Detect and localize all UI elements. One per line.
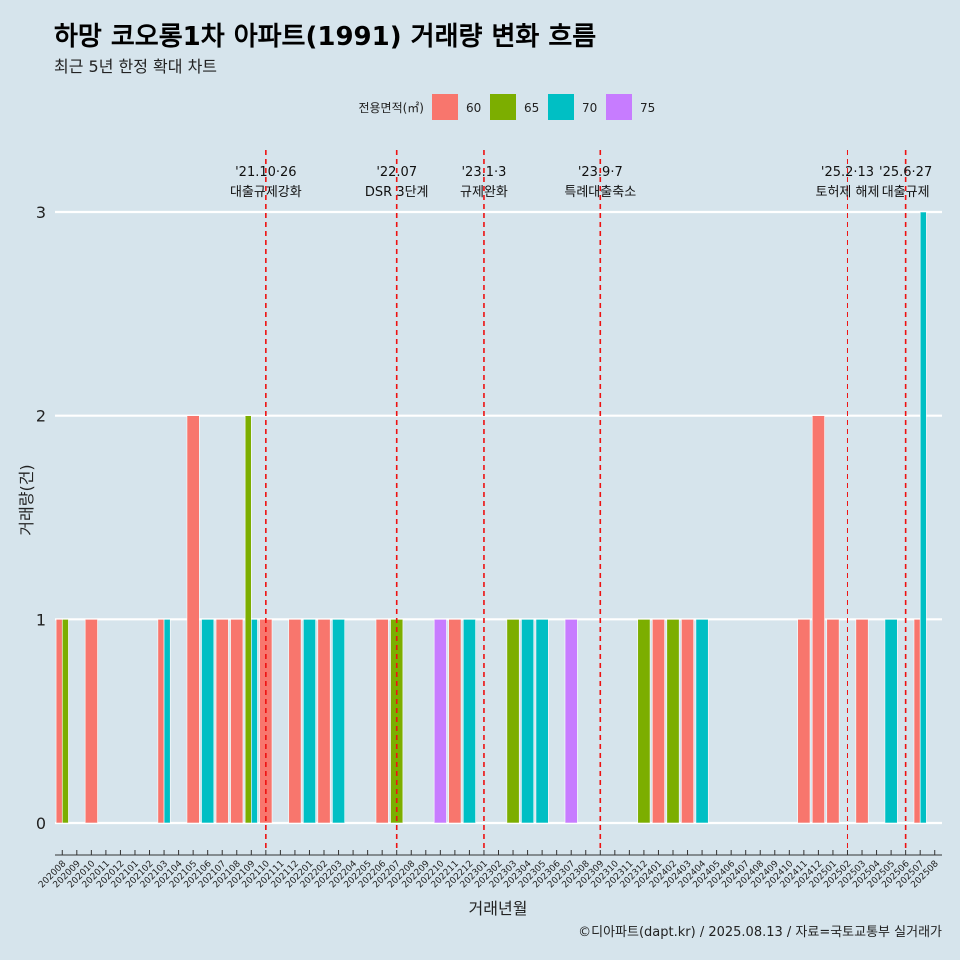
bar-70-202106 [201,619,215,824]
y-axis: 0 1 2 3 [36,203,46,833]
bar-75-202307 [564,619,578,824]
y-axis-title: 거래량(건) [17,464,36,535]
event-annotation-202506-2: 대출규제 [882,185,930,200]
event-annotation-202110-1: '21.10·26 [235,165,296,180]
source-caption: ©디아파트(dapt.kr) / 2025.08.13 / 자료=국토교통부 실… [578,925,942,940]
bar-70-202507 [919,211,927,824]
event-annotation-202502-2: 토허제 해제 [816,185,880,200]
bar-65-202008 [61,619,69,824]
y-tick-label: 0 [36,814,46,833]
y-tick-label: 3 [36,203,46,222]
legend-label-70: 70 [582,101,597,115]
bar-60-202206 [375,619,389,824]
bar-60-202108 [230,619,244,824]
x-axis-title: 거래년월 [469,899,528,918]
bar-70-202212 [462,619,476,824]
bar-70-202404 [695,619,709,824]
bar-60-202401 [651,619,665,824]
legend-swatch-75 [606,94,632,120]
chart-subtitle: 최근 5년 한정 확대 차트 [54,57,218,76]
bar-70-202304 [521,619,535,824]
x-axis: 2020082020092020102020112020122021012021… [37,850,942,890]
event-annotation-202207-2: DSR 3단계 [365,185,429,200]
event-annotation-202207-1: '22.07 [376,165,417,180]
bar-60-202107 [215,619,229,824]
bar-70-202305 [535,619,549,824]
bar-70-202201 [302,619,316,824]
y-tick-label: 2 [36,407,46,426]
legend-label-75: 75 [640,101,655,115]
bar-60-202010 [84,619,98,824]
bar-60-202501 [826,619,840,824]
legend-swatch-60 [432,94,458,120]
bar-70-202109 [251,619,258,824]
bar-70-202203 [332,619,346,824]
bar-70-202103 [163,619,171,824]
bar-70-202505 [884,619,898,824]
chart-title: 하망 코오롱1차 아파트(1991) 거래량 변화 흐름 [54,22,597,52]
bar-65-202312 [637,619,651,824]
bar-60-202503 [855,619,869,824]
bar-60-202008 [55,619,63,824]
bar-60-202112 [288,619,302,824]
bars [55,211,927,824]
event-annotations: '21.10·26 대출규제강화 '22.07 DSR 3단계 '23.1·3 규제완화 '… [230,165,932,200]
bar-65-202402 [666,619,680,824]
bar-60-202105 [186,415,200,824]
y-tick-label: 1 [36,610,46,629]
bar-65-202303 [506,619,520,824]
legend: 전용면적(㎡) 60 65 70 75 [358,94,655,120]
event-annotation-202309-1: '23.9·7 [578,165,623,180]
event-annotation-202301-1: '23.1·3 [461,165,506,180]
bar-60-202403 [681,619,695,824]
bar-60-202411 [797,619,811,824]
bar-60-202211 [448,619,462,824]
bar-60-202412 [811,415,825,824]
bar-65-202109 [244,415,252,824]
legend-label-60: 60 [466,101,481,115]
bar-60-202103 [157,619,165,824]
legend-swatch-65 [490,94,516,120]
bar-60-202507 [913,619,921,824]
bar-60-202202 [317,619,331,824]
event-annotation-202506-1: '25.6·27 [879,165,932,180]
event-annotation-202502-1: '25.2·13 [821,165,874,180]
event-annotation-202110-2: 대출규제강화 [230,185,302,200]
legend-swatch-70 [548,94,574,120]
event-annotation-202309-2: 특례대출축소 [564,185,636,200]
bar-75-202210 [433,619,447,824]
event-annotation-202301-2: 규제완화 [460,185,508,200]
legend-label-65: 65 [524,101,539,115]
legend-title: 전용면적(㎡) [358,101,424,115]
